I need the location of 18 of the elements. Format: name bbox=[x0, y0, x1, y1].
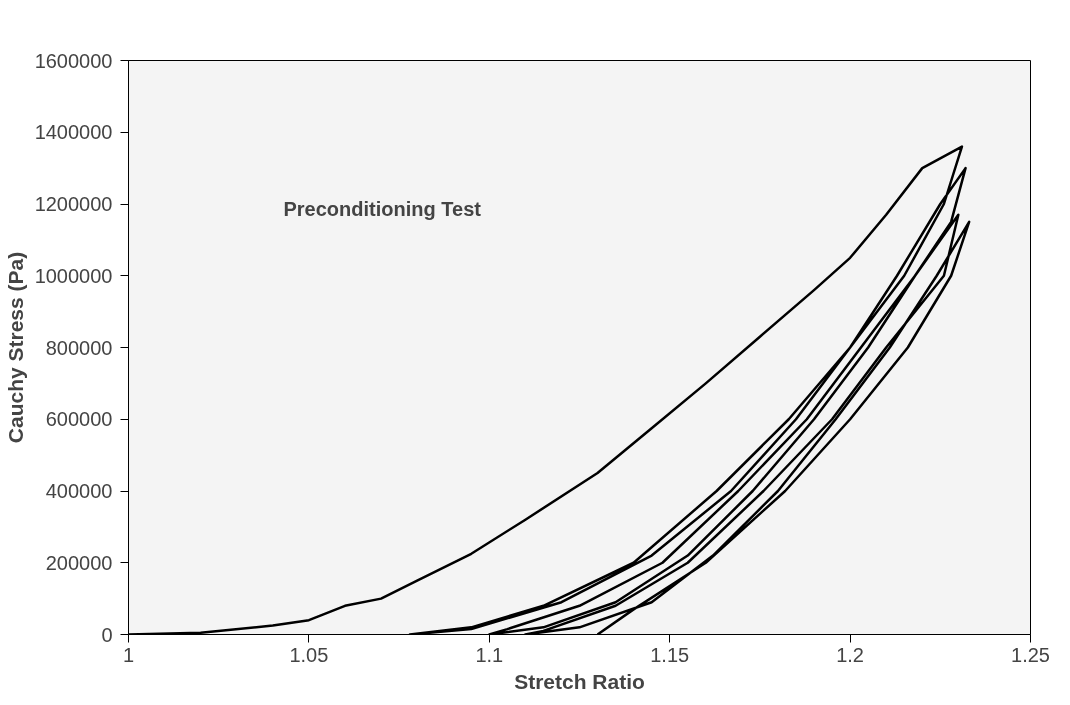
x-tick-label: 1.1 bbox=[475, 643, 504, 666]
x-tick-label: 1.15 bbox=[650, 643, 690, 666]
y-tick-label: 1600000 bbox=[34, 49, 113, 72]
x-tick-label: 1 bbox=[122, 643, 135, 666]
y-tick-label: 800000 bbox=[45, 336, 113, 359]
y-tick-label: 400000 bbox=[45, 480, 113, 502]
y-tick-label: 0 bbox=[101, 623, 113, 646]
x-tick-label: 1.05 bbox=[289, 643, 329, 666]
x-axis-title: Stretch Ratio bbox=[514, 669, 645, 693]
y-axis-title: Cauchy Stress (Pa) bbox=[3, 251, 27, 444]
x-tick-label: 1.25 bbox=[1011, 643, 1050, 666]
y-tick-label: 1000000 bbox=[34, 264, 113, 287]
y-tick-label: 200000 bbox=[45, 551, 113, 574]
annotation: Preconditioning Test bbox=[283, 197, 482, 220]
y-tick-label: 600000 bbox=[45, 408, 113, 431]
x-tick-label: 1.2 bbox=[836, 643, 865, 666]
y-tick-label: 1200000 bbox=[34, 193, 113, 215]
y-tick-label: 1400000 bbox=[34, 121, 113, 144]
